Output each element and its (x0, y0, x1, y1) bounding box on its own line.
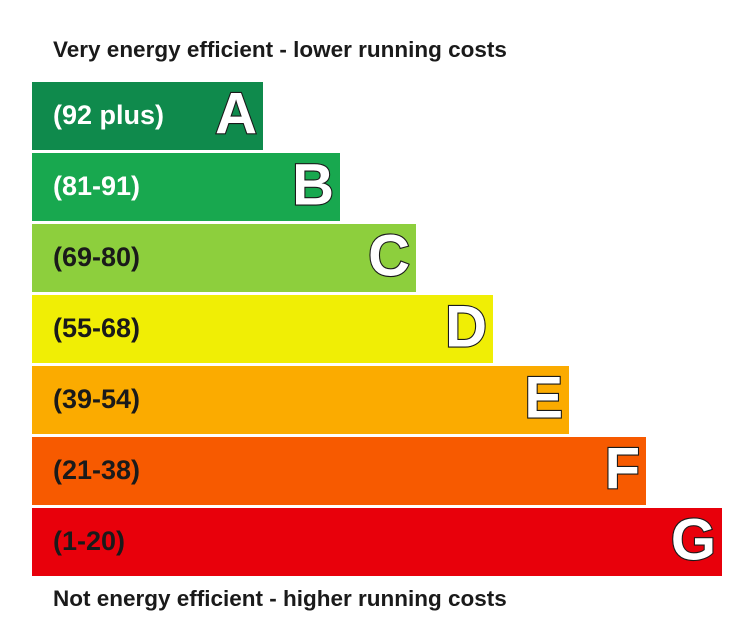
band-b-letter: B (291, 152, 335, 218)
band-c-letter: C (367, 223, 411, 289)
band-e-range: (39-54) (53, 383, 141, 414)
band-a-letter: A (214, 81, 258, 147)
band-e-letter: E (523, 365, 564, 431)
band-e: (39-54) E (32, 366, 569, 434)
band-b-range: (81-91) (53, 170, 141, 201)
band-f-letter: F (603, 436, 641, 502)
band-g-range: (1-20) (53, 525, 126, 556)
band-g: (1-20) G (32, 508, 722, 576)
band-g-letter: G (670, 507, 717, 573)
band-f: (21-38) F (32, 437, 646, 505)
band-a-range: (92 plus) (53, 99, 165, 130)
band-d-range: (55-68) (53, 312, 141, 343)
band-c: (69-80) C (32, 224, 416, 292)
band-d-letter: D (444, 294, 488, 360)
band-d: (55-68) D (32, 295, 493, 363)
band-c-range: (69-80) (53, 241, 141, 272)
band-a: (92 plus) A (32, 82, 263, 150)
chart-footer: Not energy efficient - higher running co… (53, 586, 507, 611)
band-b: (81-91) B (32, 153, 340, 221)
band-f-range: (21-38) (53, 454, 141, 485)
chart-title: Very energy efficient - lower running co… (53, 37, 507, 62)
